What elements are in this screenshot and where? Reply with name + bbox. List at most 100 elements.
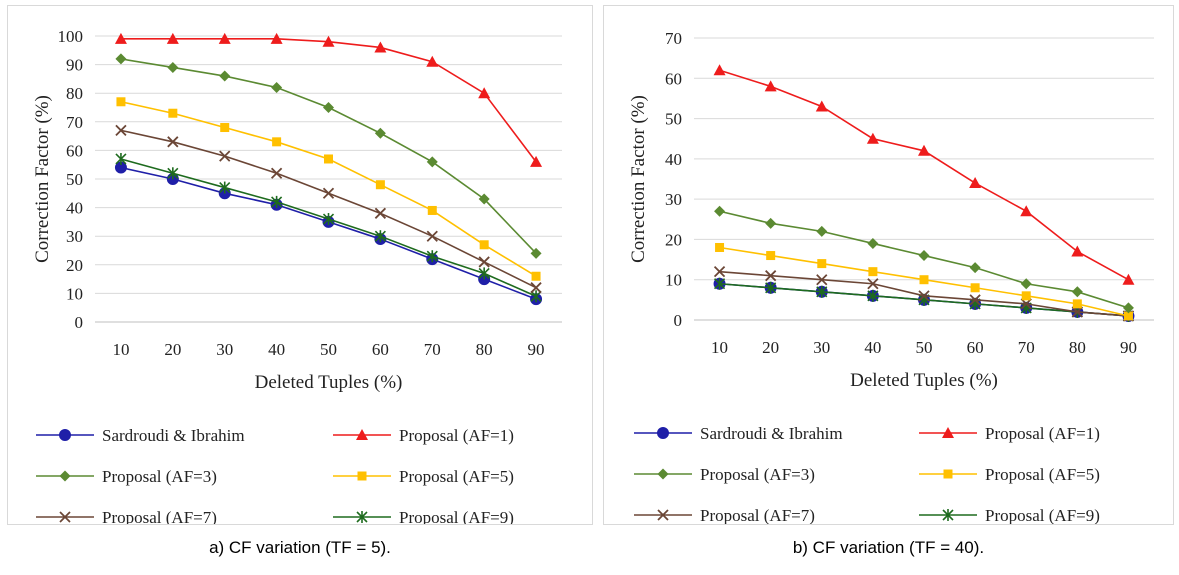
y-tick-label: 40: [665, 150, 682, 169]
legend-label: Sardroudi & Ibrahim: [700, 424, 843, 443]
data-point: [219, 70, 231, 82]
data-point: [918, 290, 930, 302]
legend-label: Sardroudi & Ibrahim: [102, 426, 245, 445]
legend-entry: Proposal (AF=3): [36, 467, 217, 486]
data-point: [530, 290, 542, 303]
data-point: [478, 267, 490, 280]
data-point: [765, 270, 777, 282]
data-point: [167, 61, 179, 73]
data-point: [426, 230, 438, 242]
data-point: [1122, 273, 1135, 285]
x-tick-label: 60: [967, 338, 984, 357]
data-point: [478, 87, 491, 99]
data-point: [867, 237, 879, 249]
series-line: [120, 129, 537, 289]
data-point: [817, 259, 827, 269]
legend-label: Proposal (AF=1): [399, 426, 514, 445]
y-tick-label: 60: [66, 141, 83, 160]
y-tick-label: 50: [665, 110, 682, 129]
data-point: [1071, 286, 1083, 298]
y-tick-label: 90: [66, 56, 83, 75]
legend-label: Proposal (AF=5): [985, 465, 1100, 484]
caption-b: b) CF variation (TF = 40).: [792, 538, 985, 557]
data-point: [114, 32, 127, 44]
x-axis-title: Deleted Tuples (%): [850, 370, 998, 391]
data-point: [867, 278, 879, 290]
legend-label: Proposal (AF=3): [102, 467, 217, 486]
data-point: [220, 123, 230, 133]
data-point: [1072, 299, 1082, 309]
data-point: [868, 267, 878, 277]
legend-label: Proposal (AF=7): [700, 506, 815, 524]
series-proposal-af-3-: [714, 205, 1134, 314]
x-tick-label: 10: [711, 338, 728, 357]
data-point: [219, 150, 231, 162]
legend-label: Proposal (AF=7): [102, 508, 217, 524]
series-proposal-af-3-: [115, 53, 542, 259]
data-point: [1020, 298, 1032, 310]
data-point: [1123, 311, 1133, 321]
line-chart-a: 0 10 20 30 40 50 60 70 80 90 100 10 20 30 40 50 60 70 80 90…: [32, 27, 562, 524]
y-axis-title: Correction Factor (%): [32, 95, 53, 263]
x-tick-label: 30: [813, 338, 830, 357]
x-tick-label: 60: [372, 340, 389, 359]
data-point: [323, 102, 334, 113]
legend-label: Proposal (AF=9): [985, 506, 1100, 524]
data-point: [714, 205, 726, 217]
series-proposal-af-7-: [713, 266, 1135, 322]
data-point: [713, 266, 726, 278]
legend-entry: Proposal (AF=3): [634, 465, 815, 484]
data-point: [115, 124, 127, 137]
data-point: [270, 167, 283, 179]
y-tick-label: 30: [665, 190, 682, 209]
data-point: [322, 187, 335, 199]
series-line: [120, 100, 537, 277]
x-axis-title: Deleted Tuples (%): [255, 372, 403, 393]
legend-marker: [59, 470, 71, 482]
data-point: [374, 127, 386, 139]
legend-entry: Sardroudi & Ibrahim: [634, 424, 843, 443]
y-tick-label: 0: [674, 311, 683, 330]
legend-marker: [356, 429, 368, 440]
series-proposal-af-7-: [115, 124, 542, 294]
series-proposal-af-9-: [713, 277, 1135, 322]
series-line: [120, 38, 537, 163]
x-tick-label: 90: [528, 340, 545, 359]
data-point: [426, 55, 439, 67]
legend-entry: Sardroudi & Ibrahim: [36, 426, 245, 445]
data-point: [765, 281, 777, 294]
legend-entry: Proposal (AF=5): [333, 467, 514, 486]
data-point: [479, 240, 489, 250]
x-tick-label: 70: [424, 340, 441, 359]
data-point: [919, 275, 929, 285]
data-point: [531, 271, 541, 281]
x-tick-label: 50: [320, 340, 337, 359]
data-point: [764, 80, 777, 92]
data-point: [765, 217, 777, 229]
x-tick-label: 40: [864, 338, 881, 357]
legend-entry: Proposal (AF=1): [919, 424, 1100, 443]
legend-entry: Proposal (AF=7): [36, 508, 217, 524]
legend-marker: [657, 468, 669, 480]
data-point: [530, 247, 542, 259]
data-point: [426, 156, 438, 168]
x-tick-label: 70: [1018, 338, 1035, 357]
y-tick-label: 60: [665, 69, 682, 88]
x-tick-label: 90: [1120, 338, 1137, 357]
data-point: [1071, 245, 1084, 257]
data-point: [324, 154, 333, 164]
data-point: [530, 155, 543, 167]
legend-entry: Proposal (AF=9): [333, 508, 514, 524]
data-point: [116, 97, 126, 107]
data-point: [1071, 306, 1083, 318]
series-line: [120, 166, 537, 300]
data-point: [530, 282, 542, 294]
data-point: [218, 32, 231, 44]
data-point: [918, 250, 930, 262]
chart-panel-b: 0 10 20 30 40 50 60 70 10 20 30 40 50 60 70 80 90 Deleted…: [603, 5, 1174, 525]
y-tick-label: 50: [66, 170, 83, 189]
data-point: [166, 32, 179, 44]
data-point: [374, 230, 386, 243]
legend-marker: [357, 471, 367, 481]
data-point: [427, 205, 437, 215]
